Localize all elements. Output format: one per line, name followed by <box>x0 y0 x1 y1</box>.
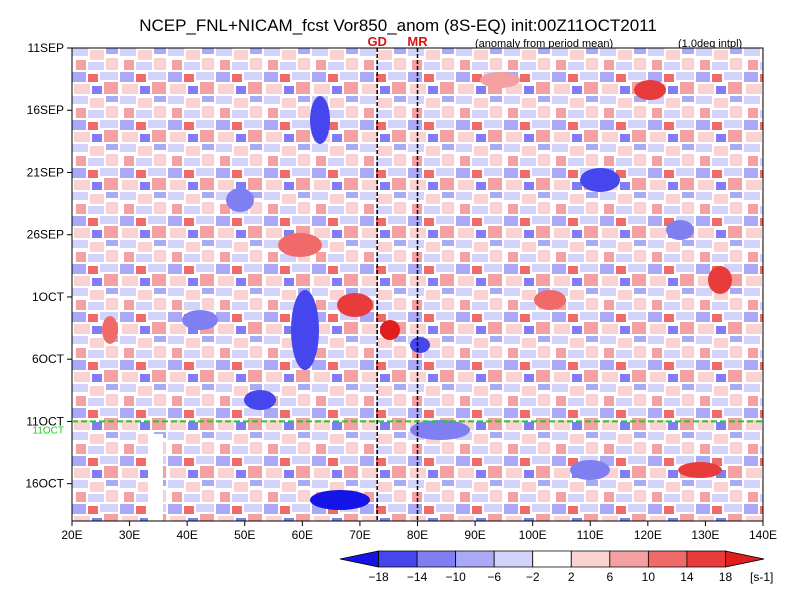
marker-label: MR <box>407 34 428 49</box>
anomaly-patch <box>666 220 694 240</box>
anomaly-patch <box>708 266 732 294</box>
colorbar-swatch <box>532 550 572 568</box>
field-features <box>102 72 732 510</box>
anomaly-patch <box>278 233 322 257</box>
x-tick-label: 60E <box>292 528 313 542</box>
x-tick-label: 100E <box>519 528 547 542</box>
colorbar-label: −14 <box>407 570 428 584</box>
x-tick-label: 20E <box>61 528 82 542</box>
forecast-start-line: 11OCT <box>33 420 763 436</box>
anomaly-patch <box>310 490 370 510</box>
anomaly-patch <box>410 420 470 440</box>
colorbar-swatch <box>570 550 611 568</box>
anomaly-patch <box>291 290 319 370</box>
data-gap <box>148 434 163 521</box>
x-tick-label: 70E <box>349 528 370 542</box>
colorbar-label: −10 <box>445 570 466 584</box>
colorbar-label: −18 <box>368 570 389 584</box>
colorbar-swatch <box>416 550 457 568</box>
marker-label: GD <box>367 34 387 49</box>
colorbar-label: 10 <box>642 570 656 584</box>
colorbar-swatch <box>647 550 688 568</box>
anomaly-patch <box>337 293 373 317</box>
anomaly-patch <box>634 80 666 100</box>
colorbar-unit: [s-1] <box>750 570 773 584</box>
anomaly-patch <box>410 337 430 353</box>
anomaly-patch <box>580 168 620 192</box>
x-axis: 20E 30E 40E 50E 60E 70E 80E 90E 100E 110E 120E 130E… <box>61 521 777 542</box>
colorbar-swatch <box>609 550 649 568</box>
anomaly-patch <box>310 96 330 144</box>
anomaly-patch <box>182 310 218 330</box>
colorbar-label: 18 <box>719 570 733 584</box>
colorbar: −18 −14 −10 −6 −2 2 6 10 14 18 [s-1] <box>339 550 773 584</box>
colorbar-label: 2 <box>568 570 575 584</box>
y-tick-label: 11OCT <box>26 414 64 428</box>
x-tick-label: 30E <box>119 528 140 542</box>
x-tick-label: 50E <box>234 528 255 542</box>
colorbar-swatch <box>339 550 379 568</box>
colorbar-label: 14 <box>680 570 694 584</box>
anomaly-patch <box>380 320 400 340</box>
colorbar-swatch <box>686 550 726 568</box>
y-tick-label: 11SEP <box>28 41 64 55</box>
forecast-start-label: 11OCT <box>33 425 65 436</box>
y-tick-label: 1OCT <box>32 290 65 304</box>
colorbar-swatch <box>378 550 418 568</box>
anomaly-patch <box>244 390 276 410</box>
colorbar-label: −6 <box>487 570 501 584</box>
colorbar-swatch <box>493 550 534 568</box>
x-tick-label: 130E <box>691 528 719 542</box>
chart-note: (1.0deg intpl) <box>678 38 742 50</box>
chart-subtitle: (anomaly from period mean) <box>475 38 613 50</box>
anomaly-patch <box>678 462 722 478</box>
chart-title: NCEP_FNL+NICAM_fcst Vor850_anom (8S-EQ) … <box>139 16 657 35</box>
colorbar-label: 6 <box>606 570 613 584</box>
x-tick-label: 140E <box>749 528 777 542</box>
y-axis: 11SEP 16SEP 21SEP 26SEP 1OCT 6OCT 11OCT 16OCT <box>25 41 72 491</box>
anomaly-patch <box>102 316 118 344</box>
anomaly-patch <box>480 72 520 88</box>
x-tick-label: 120E <box>634 528 662 542</box>
y-tick-label: 16OCT <box>25 477 64 491</box>
anomaly-patch <box>226 188 254 212</box>
colorbar-label: −2 <box>526 570 540 584</box>
colorbar-swatch <box>455 550 495 568</box>
y-tick-label: 21SEP <box>27 165 64 179</box>
anomaly-patch <box>534 290 566 310</box>
x-tick-label: 80E <box>407 528 428 542</box>
y-tick-label: 16SEP <box>27 103 64 117</box>
longitude-markers: GD MR <box>367 34 428 521</box>
colorbar-swatch <box>725 550 765 568</box>
x-tick-label: 110E <box>577 528 604 542</box>
x-tick-label: 90E <box>464 528 485 542</box>
y-tick-label: 6OCT <box>32 352 65 366</box>
x-tick-label: 40E <box>176 528 197 542</box>
y-tick-label: 26SEP <box>27 228 64 242</box>
anomaly-patch <box>570 460 610 480</box>
